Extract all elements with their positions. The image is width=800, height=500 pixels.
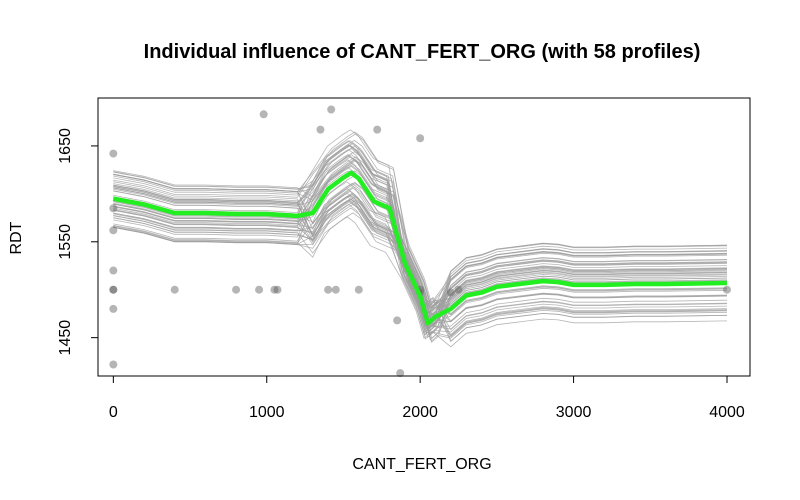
data-point — [396, 369, 405, 378]
data-point — [373, 125, 382, 134]
data-point — [109, 360, 118, 369]
data-point — [393, 316, 402, 325]
x-tick-label: 3000 — [556, 404, 592, 421]
observation-points — [109, 105, 731, 378]
data-point — [416, 134, 425, 143]
data-point — [109, 266, 118, 275]
data-point — [109, 285, 118, 294]
data-point — [255, 285, 264, 294]
data-point — [259, 110, 268, 119]
y-axis: 1450 1550 1650 — [57, 128, 99, 356]
data-point — [270, 285, 279, 294]
x-tick-label: 1000 — [249, 404, 285, 421]
data-point — [722, 285, 731, 294]
profile-line — [113, 151, 728, 310]
y-tick-label: 1450 — [57, 320, 74, 356]
y-tick-label: 1550 — [57, 224, 74, 260]
data-point — [109, 204, 118, 213]
data-point — [324, 285, 333, 294]
profile-line — [113, 140, 728, 335]
x-axis: 0 1000 2000 3000 4000 — [109, 375, 745, 421]
profile-line — [113, 156, 728, 328]
data-point — [316, 125, 325, 134]
profile-line — [113, 181, 728, 316]
data-point — [273, 285, 282, 294]
profile-line — [113, 156, 728, 315]
profile-line — [113, 187, 728, 342]
data-point — [232, 285, 241, 294]
data-point — [454, 285, 463, 294]
data-point — [170, 285, 179, 294]
data-point — [354, 285, 363, 294]
profile-line — [113, 195, 728, 348]
mean-line — [112, 170, 728, 326]
profile-line — [113, 144, 728, 336]
profile-line — [113, 186, 728, 341]
y-axis-label: RDT — [8, 221, 25, 254]
profile-line — [113, 166, 728, 331]
data-point — [109, 285, 118, 294]
x-axis-label: CANT_FERT_ORG — [352, 456, 491, 473]
data-point — [109, 304, 118, 313]
data-point — [109, 149, 118, 158]
data-point — [109, 226, 118, 235]
x-tick-label: 0 — [109, 404, 118, 421]
profile-line — [113, 216, 728, 340]
profile-line — [113, 145, 728, 319]
mean-profile — [112, 170, 728, 326]
y-tick-label: 1650 — [57, 128, 74, 164]
data-point — [331, 285, 340, 294]
data-point — [446, 288, 455, 297]
profile-lines — [113, 129, 728, 348]
x-tick-label: 4000 — [709, 404, 745, 421]
data-point — [327, 105, 336, 114]
chart-title: Individual influence of CANT_FERT_ORG (w… — [144, 41, 701, 63]
x-tick-label: 2000 — [402, 404, 438, 421]
